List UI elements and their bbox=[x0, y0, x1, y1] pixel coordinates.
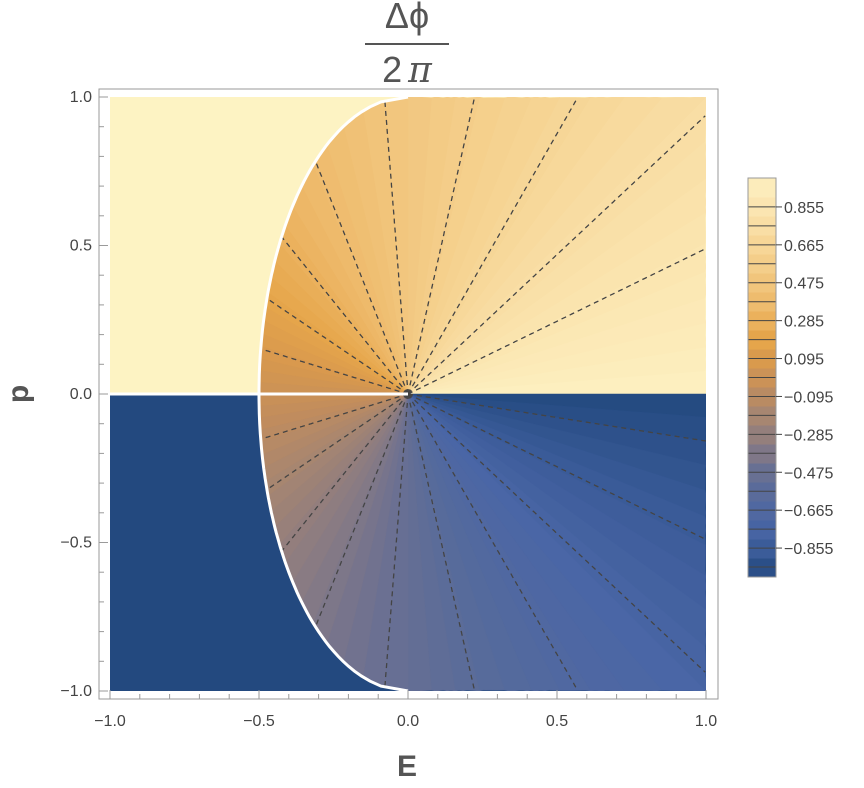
colorbar-swatch bbox=[748, 178, 776, 198]
contour-band bbox=[407, 97, 432, 395]
contour-line bbox=[407, 115, 706, 395]
contour-line bbox=[384, 393, 409, 687]
contour-line bbox=[407, 393, 476, 691]
x-tick-label: 0.5 bbox=[546, 713, 568, 730]
colorbar-label: −0.285 bbox=[784, 427, 833, 444]
contour-lines bbox=[259, 97, 706, 691]
contour-line bbox=[315, 161, 409, 395]
contour-band bbox=[407, 393, 432, 691]
colorbar-frame bbox=[747, 177, 777, 578]
region-boundaries bbox=[110, 97, 409, 691]
contour-line bbox=[384, 101, 409, 395]
contour-line bbox=[407, 97, 579, 395]
contour-regions bbox=[110, 97, 706, 691]
y-tick-label: 1.0 bbox=[70, 89, 92, 106]
contour-band bbox=[407, 393, 480, 691]
colorbar-legend: 0.855 0.665 0.475 0.285 0.095 −0.095 −0.285 −0.… bbox=[747, 177, 833, 578]
contour-band bbox=[407, 393, 532, 691]
x-tick-label: 0.0 bbox=[397, 713, 419, 730]
colorbar-label: −0.095 bbox=[784, 389, 833, 406]
x-tick-label: 1.0 bbox=[695, 713, 717, 730]
colorbar-swatch bbox=[748, 482, 776, 502]
contour-band bbox=[407, 97, 532, 395]
contour-band bbox=[407, 393, 456, 691]
contour-line bbox=[281, 236, 409, 395]
contour-band bbox=[407, 97, 480, 395]
colorbar-swatch bbox=[748, 501, 776, 521]
y-tick-label: 0.0 bbox=[70, 386, 92, 403]
colorbar-swatch bbox=[748, 520, 776, 540]
contour-line bbox=[407, 393, 706, 673]
x-axis-ticks: −1.0 −0.5 0.0 0.5 1.0 bbox=[94, 690, 717, 730]
contour-line bbox=[260, 348, 409, 395]
colorbar-label: 0.285 bbox=[784, 314, 824, 331]
contour-line bbox=[407, 393, 706, 540]
y-axis-label: p bbox=[2, 385, 35, 403]
contour-band bbox=[407, 393, 663, 691]
contour-band bbox=[407, 97, 505, 395]
y-tick-label: 0.5 bbox=[70, 238, 92, 255]
contour-band bbox=[407, 97, 625, 395]
contour-line bbox=[407, 393, 579, 691]
title-numerator: Δϕ bbox=[385, 0, 429, 36]
x-tick-label: −0.5 bbox=[243, 713, 275, 730]
contour-band bbox=[407, 97, 591, 395]
contour-line bbox=[407, 97, 476, 395]
colorbar-label: −0.665 bbox=[784, 503, 833, 520]
y-axis-ticks: −1.0 −0.5 0.0 0.5 1.0 bbox=[60, 89, 108, 700]
colorbar-label: 0.095 bbox=[784, 352, 824, 369]
plot-area bbox=[110, 97, 706, 691]
colorbar-label: 0.855 bbox=[784, 200, 824, 217]
y-tick-label: −1.0 bbox=[60, 683, 92, 700]
contour-band bbox=[407, 393, 505, 691]
colorbar-label: −0.475 bbox=[784, 465, 833, 482]
colorbar-swatch bbox=[748, 558, 776, 578]
contour-line bbox=[315, 393, 409, 627]
title-denominator-number: 2 bbox=[382, 49, 402, 90]
contour-line bbox=[281, 393, 409, 552]
contour-band bbox=[407, 97, 561, 395]
x-tick-label: −1.0 bbox=[94, 713, 126, 730]
contour-line bbox=[407, 248, 706, 395]
contour-band bbox=[407, 393, 591, 691]
contour-band bbox=[407, 97, 706, 395]
contour-band bbox=[407, 393, 561, 691]
y-tick-label: −0.5 bbox=[60, 535, 92, 552]
colorbar-label: 0.475 bbox=[784, 276, 824, 293]
colorbar-label: −0.855 bbox=[784, 541, 833, 558]
x-axis-label: E bbox=[397, 750, 417, 783]
contour-band bbox=[407, 97, 456, 395]
contour-line bbox=[266, 297, 409, 395]
contour-line bbox=[266, 393, 409, 491]
contour-band bbox=[407, 393, 706, 691]
title-denominator-symbol: π bbox=[407, 50, 433, 91]
contour-band bbox=[407, 97, 663, 395]
contour-band bbox=[407, 393, 625, 691]
colorbar-swatch bbox=[748, 539, 776, 559]
contour-line bbox=[260, 393, 409, 440]
colorbar-label: 0.665 bbox=[784, 238, 824, 255]
